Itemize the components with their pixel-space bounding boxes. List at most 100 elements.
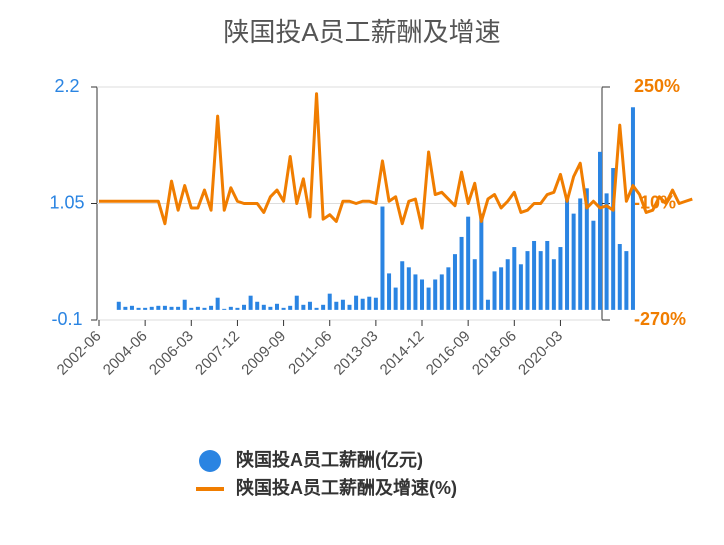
bar: [123, 306, 128, 310]
bar: [492, 271, 497, 310]
bar: [255, 301, 260, 310]
bar: [446, 267, 451, 310]
line: [99, 92, 693, 230]
bar: [195, 306, 200, 310]
bar: [466, 216, 471, 310]
bar: [545, 240, 550, 310]
bar: [149, 306, 154, 310]
bar: [420, 279, 425, 310]
chart-title: 陕国投A员工薪酬及增速: [223, 17, 500, 47]
bar: [518, 264, 523, 310]
bar: [176, 306, 181, 310]
bar: [281, 307, 286, 310]
bar: [459, 236, 464, 310]
bar: [551, 259, 556, 310]
x-tick-label: 2016-09: [423, 328, 474, 379]
bar: [327, 293, 332, 310]
bar: [485, 299, 490, 310]
x-tick-label: 2007-12: [192, 328, 243, 379]
bar: [380, 206, 385, 310]
bar: [426, 287, 431, 310]
bar: [472, 259, 477, 310]
bar: [162, 305, 167, 310]
bar: [373, 297, 378, 310]
x-tick-label: 2011-06: [285, 328, 335, 378]
bar: [439, 274, 444, 310]
bar: [624, 251, 629, 310]
bar: [393, 287, 398, 310]
bar: [360, 298, 365, 310]
x-tick-label: 2013-03: [331, 328, 382, 379]
bar: [301, 304, 306, 310]
bar: [169, 306, 174, 310]
bar: [340, 299, 345, 310]
bar: [512, 247, 517, 310]
bar: [136, 307, 141, 310]
bar: [248, 295, 253, 310]
bar: [116, 301, 121, 310]
bar: [598, 151, 602, 310]
bar: [479, 213, 484, 310]
y-tick-label: 1.05: [49, 192, 84, 212]
bar: [406, 267, 411, 310]
x-tick-label: 2009-09: [238, 328, 289, 379]
bar: [321, 304, 326, 310]
bar: [288, 305, 293, 310]
y-tick-label: -0.1: [51, 309, 82, 329]
bar: [578, 198, 583, 310]
legend-label: 陕国投A员工薪酬及增速(%): [236, 477, 457, 498]
bar: [433, 279, 438, 310]
bar: [129, 305, 134, 310]
bar: [558, 247, 563, 310]
bar: [209, 305, 214, 310]
bar: [611, 168, 616, 310]
bar: [228, 306, 233, 310]
bar: [235, 307, 240, 310]
x-tick-label: 2020-03: [515, 328, 566, 379]
bar: [499, 267, 504, 310]
bar: [189, 307, 194, 310]
bar: [222, 308, 227, 310]
x-tick-label: 2018-06: [469, 328, 520, 379]
bar: [400, 261, 405, 310]
y-tick-label: 2.2: [54, 76, 79, 96]
legend-label: 陕国投A员工薪酬(亿元): [236, 449, 423, 470]
x-tick-label: 2006-03: [146, 328, 197, 379]
bar: [525, 251, 530, 310]
bar: [347, 304, 352, 310]
bar: [452, 254, 457, 310]
bar: [630, 107, 635, 310]
bar: [532, 240, 537, 310]
bar: [604, 193, 609, 310]
bar: [538, 251, 543, 310]
bar: [367, 296, 372, 310]
legend-swatch: [199, 450, 221, 472]
bar: [565, 196, 570, 310]
bar: [261, 304, 266, 310]
bar: [215, 297, 220, 310]
y2-tick-label: 250%: [634, 76, 680, 96]
bar: [387, 273, 392, 310]
bar: [617, 244, 622, 310]
bar: [294, 295, 299, 310]
bar: [413, 274, 418, 310]
bar: [182, 299, 187, 310]
bar: [334, 301, 339, 310]
bar: [354, 295, 359, 310]
bar: [505, 259, 510, 310]
x-tick-label: 2004-06: [100, 328, 151, 379]
bar: [202, 307, 207, 310]
bar: [584, 188, 589, 310]
x-tick-label: 2002-06: [54, 328, 105, 379]
bar: [268, 306, 273, 310]
x-tick-label: 2014-12: [377, 328, 428, 379]
bar: [143, 307, 148, 310]
y2-tick-label: -270%: [634, 309, 686, 329]
bar: [242, 304, 247, 310]
bar: [307, 301, 312, 310]
bar: [314, 307, 319, 310]
bar: [571, 213, 576, 310]
bar: [591, 220, 596, 310]
bar: [156, 305, 161, 310]
